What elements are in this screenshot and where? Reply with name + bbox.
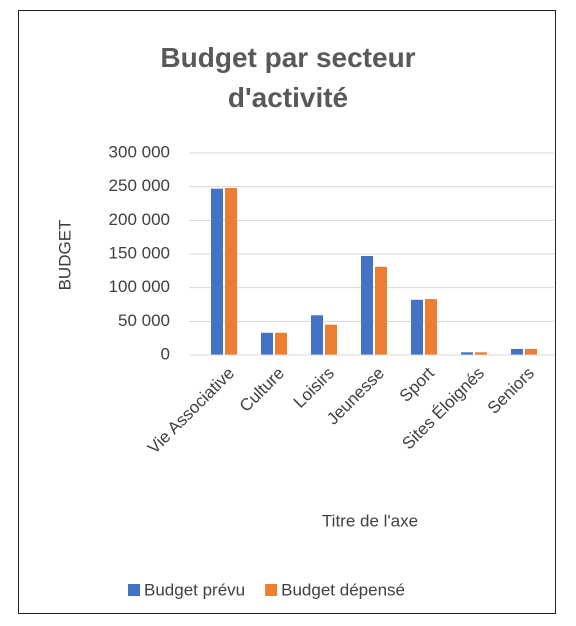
- chart-frame: [18, 10, 556, 614]
- chart-title: Budget par secteur d'activité: [160, 42, 416, 113]
- legend-swatch: [128, 584, 140, 596]
- bar: [425, 299, 437, 355]
- y-tick-label: 200 000: [109, 210, 170, 229]
- y-tick-label: 150 000: [109, 243, 170, 262]
- y-tick-label: 50 000: [118, 311, 170, 330]
- x-axis-title: Titre de l'axe: [322, 511, 418, 530]
- bar: [475, 352, 487, 355]
- bar: [225, 188, 237, 355]
- x-tick-label: Sport: [396, 363, 438, 405]
- legend-swatch: [265, 584, 278, 596]
- bar: [461, 352, 473, 355]
- bar: [211, 188, 223, 355]
- bar: [261, 332, 273, 355]
- bar: [275, 332, 287, 355]
- bar: [361, 256, 373, 355]
- bar: [511, 348, 523, 355]
- bar: [375, 266, 387, 355]
- x-tick-label: Vie Associative: [144, 364, 238, 458]
- bar: [411, 299, 423, 355]
- legend-label: Budget dépensé: [281, 580, 405, 599]
- y-tick-label: 250 000: [109, 176, 170, 195]
- legend-label: Budget prévu: [144, 580, 245, 599]
- y-tick-label: 300 000: [109, 142, 170, 161]
- x-tick-label: Loisirs: [290, 364, 338, 412]
- bar: [311, 315, 323, 355]
- bar: [325, 324, 337, 355]
- y-axis-title: BUDGET: [55, 220, 74, 291]
- y-tick-label: 100 000: [109, 277, 170, 296]
- x-tick-label: Seniors: [484, 364, 538, 418]
- x-tick-label: Culture: [236, 364, 288, 416]
- bar: [525, 348, 537, 355]
- y-tick-label: 0: [161, 344, 170, 363]
